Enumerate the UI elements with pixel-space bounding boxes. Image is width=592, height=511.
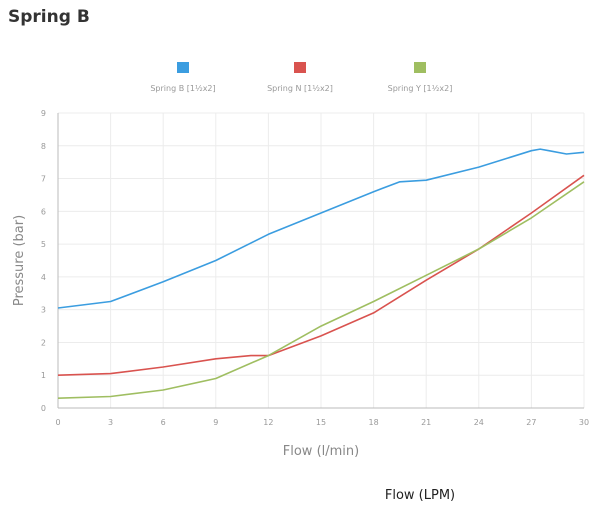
legend-label[interactable]: Spring B [1½x2] bbox=[150, 84, 215, 93]
series-lines bbox=[57, 148, 585, 399]
x-tick-label: 15 bbox=[316, 418, 326, 427]
series-line bbox=[57, 148, 585, 309]
footer-caption: Flow (LPM) bbox=[384, 488, 456, 503]
y-tick-label: 6 bbox=[41, 207, 46, 216]
x-tick-label: 21 bbox=[421, 418, 431, 427]
y-tick-label: 7 bbox=[41, 175, 46, 184]
x-tick-label: 0 bbox=[55, 418, 60, 427]
x-tick-label: 9 bbox=[213, 418, 218, 427]
legend[interactable]: Spring B [1½x2] Spring N [1½x2] Spring Y [… bbox=[150, 62, 452, 93]
x-tick-label: 24 bbox=[474, 418, 484, 427]
y-tick-label: 0 bbox=[41, 404, 46, 413]
x-tick-label: 3 bbox=[108, 418, 113, 427]
y-tick-label: 9 bbox=[41, 109, 46, 118]
grid bbox=[57, 112, 585, 409]
x-tick-label: 27 bbox=[526, 418, 536, 427]
y-tick-label: 2 bbox=[41, 338, 46, 347]
y-tick-label: 8 bbox=[41, 142, 46, 151]
legend-label[interactable]: Spring Y [1½x2] bbox=[388, 84, 453, 93]
y-tick-label: 1 bbox=[41, 371, 46, 380]
legend-label[interactable]: Spring N [1½x2] bbox=[267, 84, 333, 93]
page-title: Spring B bbox=[8, 7, 90, 27]
legend-swatch[interactable] bbox=[177, 62, 189, 73]
x-tick-label: 12 bbox=[263, 418, 273, 427]
x-axis-label: Flow (l/min) bbox=[283, 444, 359, 459]
legend-swatch[interactable] bbox=[414, 62, 426, 73]
x-tick-label: 18 bbox=[369, 418, 379, 427]
series-line bbox=[57, 181, 585, 399]
y-tick-label: 5 bbox=[41, 240, 46, 249]
y-axis-label: Pressure (bar) bbox=[12, 215, 27, 306]
x-tick-label: 6 bbox=[161, 418, 166, 427]
legend-swatch[interactable] bbox=[294, 62, 306, 73]
y-tick-label: 4 bbox=[41, 273, 46, 282]
y-tick-label: 3 bbox=[41, 306, 46, 315]
x-tick-label: 30 bbox=[579, 418, 589, 427]
